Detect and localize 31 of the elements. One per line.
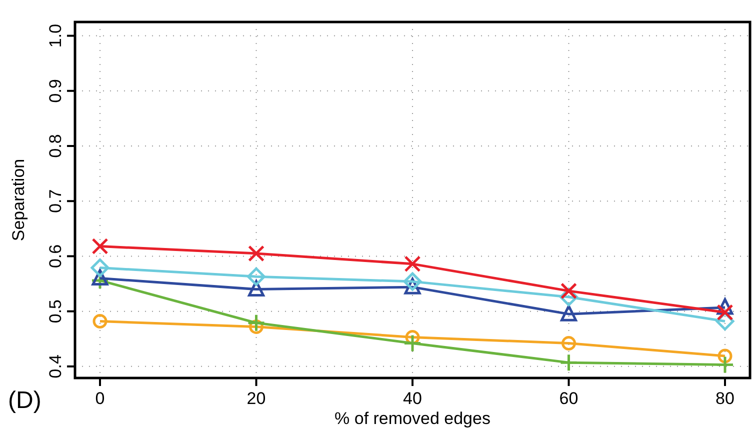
point <box>403 334 422 353</box>
point <box>248 245 264 262</box>
point <box>716 304 734 321</box>
x-tick-label: 40 <box>403 389 422 408</box>
point <box>403 272 422 291</box>
point <box>560 282 577 300</box>
x-axis-title: % of removed edges <box>334 409 490 428</box>
x-tick-label: 20 <box>246 389 266 408</box>
point <box>404 256 421 272</box>
point <box>560 353 578 372</box>
y-tick-label: 1.0 <box>46 24 65 48</box>
point <box>247 267 266 286</box>
y-tick-label: 0.6 <box>46 244 65 268</box>
y-axis-title: Separation <box>9 158 28 242</box>
y-tick-label: 0.7 <box>46 189 65 213</box>
point <box>718 348 732 364</box>
point <box>247 314 266 332</box>
point <box>92 314 108 328</box>
point <box>716 356 734 374</box>
y-tick-label: 0.4 <box>46 354 65 378</box>
x-tick-label: 0 <box>95 389 105 408</box>
x-tick-label: 60 <box>559 389 578 408</box>
y-tick-label: 0.8 <box>46 134 65 158</box>
point <box>562 336 576 351</box>
point <box>92 238 108 255</box>
point <box>560 304 577 322</box>
x-tick-label: 80 <box>716 389 734 408</box>
point <box>90 258 110 278</box>
y-tick-label: 0.9 <box>46 79 65 103</box>
y-tick-label: 0.5 <box>46 300 65 324</box>
text: (D) <box>8 387 42 414</box>
